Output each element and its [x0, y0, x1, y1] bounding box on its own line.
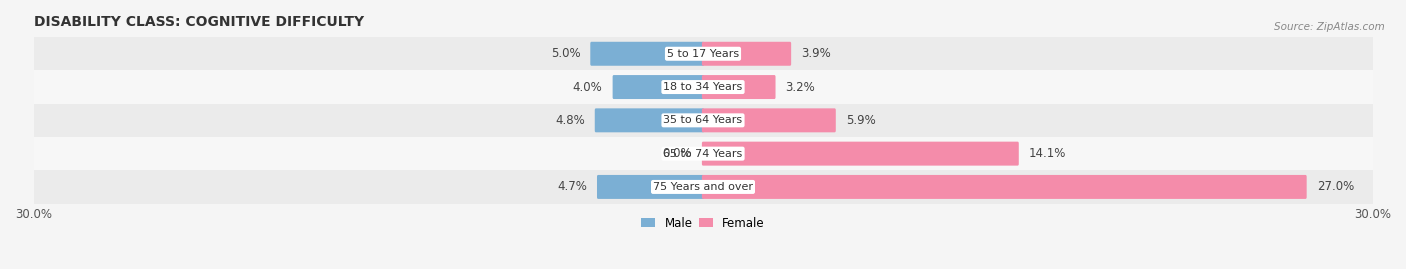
Text: Source: ZipAtlas.com: Source: ZipAtlas.com: [1274, 22, 1385, 31]
Text: 5 to 17 Years: 5 to 17 Years: [666, 49, 740, 59]
Text: 4.0%: 4.0%: [572, 80, 603, 94]
Text: 35 to 64 Years: 35 to 64 Years: [664, 115, 742, 125]
Text: 3.2%: 3.2%: [786, 80, 815, 94]
Bar: [34, 70, 1372, 104]
Text: 4.8%: 4.8%: [555, 114, 585, 127]
FancyBboxPatch shape: [702, 175, 1306, 199]
Bar: [34, 170, 1372, 204]
Text: DISABILITY CLASS: COGNITIVE DIFFICULTY: DISABILITY CLASS: COGNITIVE DIFFICULTY: [34, 15, 364, 29]
Bar: [34, 137, 1372, 170]
FancyBboxPatch shape: [613, 75, 704, 99]
FancyBboxPatch shape: [595, 108, 704, 132]
Bar: [34, 104, 1372, 137]
Text: 65 to 74 Years: 65 to 74 Years: [664, 149, 742, 159]
FancyBboxPatch shape: [702, 42, 792, 66]
Bar: [34, 37, 1372, 70]
FancyBboxPatch shape: [702, 142, 1019, 166]
Text: 18 to 34 Years: 18 to 34 Years: [664, 82, 742, 92]
FancyBboxPatch shape: [702, 75, 776, 99]
Text: 3.9%: 3.9%: [801, 47, 831, 60]
Text: 0.0%: 0.0%: [662, 147, 692, 160]
Text: 5.9%: 5.9%: [846, 114, 876, 127]
Text: 5.0%: 5.0%: [551, 47, 581, 60]
Text: 14.1%: 14.1%: [1029, 147, 1066, 160]
Text: 4.7%: 4.7%: [557, 180, 586, 193]
Text: 27.0%: 27.0%: [1316, 180, 1354, 193]
Text: 75 Years and over: 75 Years and over: [652, 182, 754, 192]
FancyBboxPatch shape: [598, 175, 704, 199]
Legend: Male, Female: Male, Female: [637, 212, 769, 234]
FancyBboxPatch shape: [702, 108, 835, 132]
FancyBboxPatch shape: [591, 42, 704, 66]
